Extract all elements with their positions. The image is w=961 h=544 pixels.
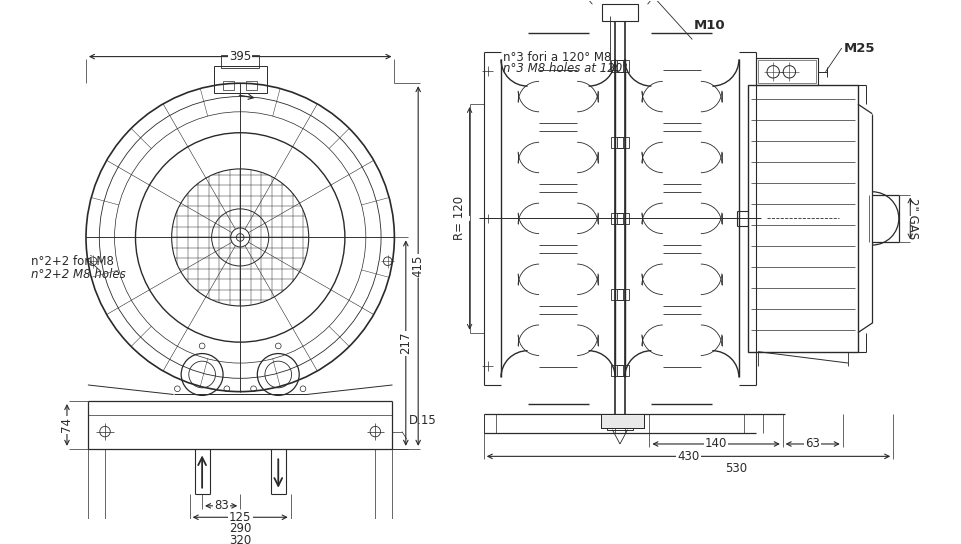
- Bar: [602, 4, 637, 21]
- Bar: [611, 365, 622, 376]
- Bar: [616, 60, 628, 72]
- Text: 430: 430: [677, 450, 699, 463]
- Text: 83: 83: [213, 499, 229, 512]
- Bar: [246, 82, 257, 90]
- Bar: [606, 416, 632, 430]
- Text: 217: 217: [399, 332, 412, 354]
- Bar: [616, 289, 628, 300]
- Bar: [221, 55, 259, 68]
- Bar: [611, 213, 622, 224]
- Text: n°2+2 fori M8: n°2+2 fori M8: [31, 255, 113, 268]
- Text: 140: 140: [704, 437, 727, 450]
- Text: M10: M10: [694, 18, 726, 32]
- Text: 415: 415: [411, 255, 424, 277]
- Text: 320: 320: [229, 534, 251, 544]
- Text: 2" GAS: 2" GAS: [904, 198, 918, 239]
- Bar: [757, 60, 815, 83]
- Bar: [748, 85, 857, 351]
- Bar: [616, 213, 628, 224]
- Text: R= 120: R= 120: [453, 196, 465, 240]
- Text: 63: 63: [804, 437, 820, 450]
- Text: M25: M25: [843, 41, 875, 54]
- Text: 530: 530: [725, 462, 747, 475]
- Text: 74: 74: [61, 417, 73, 432]
- Text: 395: 395: [229, 50, 251, 63]
- Text: 125: 125: [229, 511, 251, 524]
- Bar: [601, 413, 643, 428]
- Bar: [611, 137, 622, 148]
- Bar: [223, 82, 234, 90]
- Text: n°3 M8 holes at 120°: n°3 M8 holes at 120°: [503, 63, 628, 75]
- Text: D.15: D.15: [408, 413, 436, 426]
- Text: n°2+2 M8 holes: n°2+2 M8 holes: [31, 268, 126, 281]
- Bar: [611, 289, 622, 300]
- Bar: [616, 365, 628, 376]
- Bar: [755, 59, 817, 85]
- Text: n°3 fori a 120° M8: n°3 fori a 120° M8: [503, 51, 610, 64]
- Text: 290: 290: [229, 522, 251, 535]
- Bar: [611, 60, 622, 72]
- Bar: [616, 137, 628, 148]
- Bar: [213, 66, 266, 93]
- Bar: [601, 413, 643, 428]
